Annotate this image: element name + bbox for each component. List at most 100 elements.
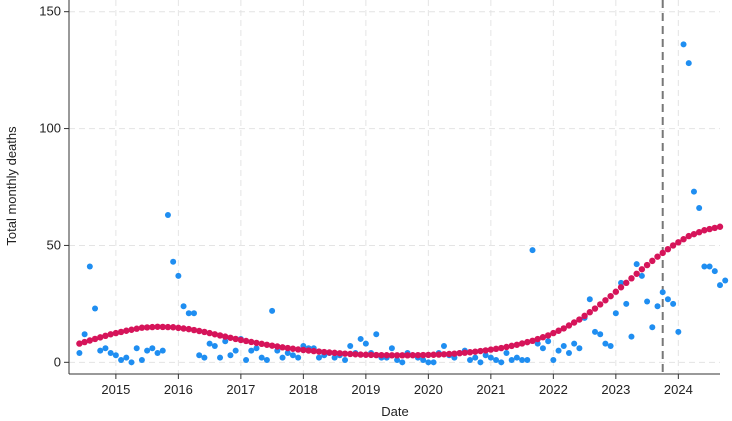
fit-point — [581, 312, 588, 320]
fit-point — [654, 253, 661, 260]
data-point — [315, 354, 322, 361]
data-point — [86, 263, 93, 270]
x-axis-label: Date — [381, 404, 408, 419]
data-point — [565, 349, 572, 356]
fit-point — [169, 324, 177, 331]
data-point — [440, 342, 447, 349]
fit-point — [107, 331, 114, 338]
fit-point — [138, 324, 146, 331]
fit-point — [352, 351, 359, 358]
fit-point — [336, 350, 344, 357]
data-point — [133, 345, 140, 352]
fit-point — [300, 346, 307, 354]
fit-point — [211, 331, 219, 338]
fit-point — [289, 345, 297, 352]
data-point — [472, 354, 479, 361]
data-point — [279, 354, 286, 361]
data-point — [243, 356, 250, 363]
grid — [69, 0, 720, 374]
fit-point — [222, 333, 229, 340]
data-point — [722, 277, 729, 284]
fit-point — [487, 346, 495, 353]
fit-point — [112, 329, 120, 337]
data-point — [331, 354, 338, 361]
data-point — [576, 345, 583, 352]
fit-point — [529, 337, 536, 345]
data-point — [388, 345, 395, 352]
data-point — [211, 342, 218, 349]
fit-point — [399, 352, 406, 359]
y-tick-label: 0 — [54, 354, 61, 369]
y-axis-label: Total monthly deaths — [4, 126, 19, 246]
fit-point — [560, 325, 567, 332]
fit-point — [305, 347, 312, 354]
data-point — [284, 349, 291, 356]
fit-point — [258, 340, 265, 348]
data-point — [618, 279, 625, 286]
data-point — [227, 352, 234, 359]
fit-point — [268, 342, 276, 349]
data-point — [482, 352, 489, 359]
data-point — [76, 349, 83, 356]
data-point — [638, 272, 645, 279]
fit-point — [570, 319, 578, 326]
data-point — [112, 352, 119, 359]
data-point — [154, 349, 161, 356]
fit-point — [498, 344, 505, 352]
fit-point — [123, 327, 130, 334]
data-point — [659, 289, 666, 296]
data-point — [675, 328, 682, 335]
fit-point — [576, 316, 583, 323]
fit-point — [320, 348, 328, 356]
x-tick-label: 2016 — [164, 382, 193, 397]
data-point — [524, 356, 531, 363]
fit-point — [524, 338, 531, 346]
data-point — [545, 338, 552, 345]
fit-point — [513, 341, 521, 348]
data-point — [342, 356, 349, 363]
data-point — [529, 247, 536, 254]
fit-point — [477, 347, 484, 355]
fit-point — [669, 242, 677, 249]
data-point — [644, 298, 651, 305]
fit-point — [612, 288, 620, 295]
fit-point — [76, 340, 83, 347]
data-point — [430, 359, 437, 366]
x-tick-label: 2017 — [226, 382, 255, 397]
x-tick-label: 2022 — [539, 382, 568, 397]
fit-point — [143, 324, 151, 331]
data-point — [711, 268, 718, 275]
data-point — [373, 331, 380, 338]
fit-point — [544, 332, 552, 339]
data-point — [97, 347, 104, 354]
data-point — [706, 263, 713, 270]
fit-point — [643, 261, 651, 269]
data-point — [539, 345, 546, 352]
data-point — [118, 356, 125, 363]
data-point — [555, 347, 562, 354]
fit-point — [565, 322, 573, 329]
x-tick-label: 2021 — [476, 382, 505, 397]
data-point — [263, 356, 270, 363]
fit-point — [550, 329, 557, 337]
data-point — [513, 354, 520, 361]
fit-point — [492, 345, 500, 353]
fit-point — [623, 279, 630, 287]
fit-point — [482, 347, 489, 354]
fit-point — [91, 335, 99, 343]
data-point — [701, 263, 708, 270]
fit-point — [706, 225, 713, 233]
data-point — [128, 359, 135, 366]
x-tick-label: 2023 — [601, 382, 630, 397]
data-point — [347, 342, 354, 349]
data-point — [680, 41, 687, 48]
data-point — [607, 342, 614, 349]
fit-point — [159, 323, 166, 331]
data-point — [493, 356, 500, 363]
x-tick-label: 2020 — [414, 382, 443, 397]
data-point — [467, 356, 474, 363]
data-point — [560, 342, 567, 349]
fit-point — [133, 325, 140, 332]
fit-point — [440, 351, 448, 358]
fit-point — [539, 334, 547, 341]
